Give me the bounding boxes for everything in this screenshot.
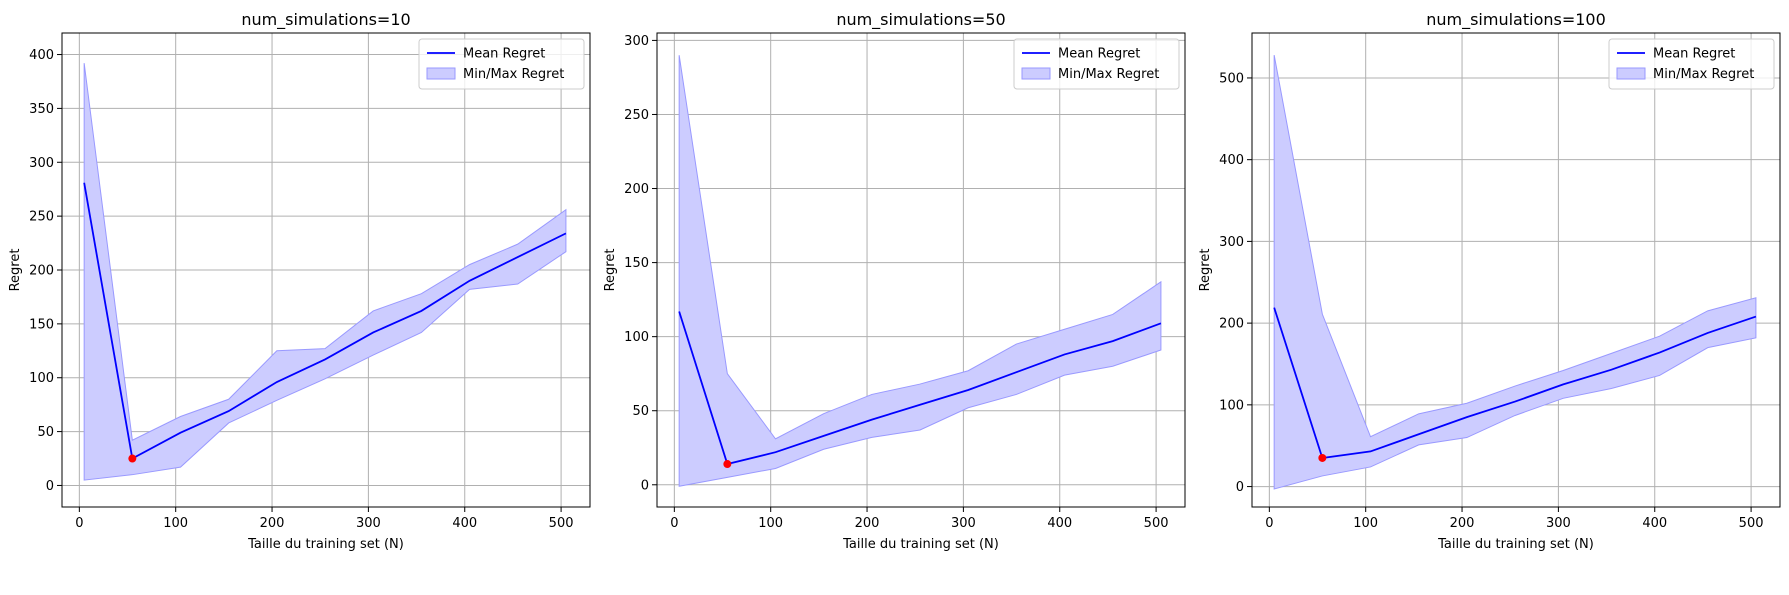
legend: Mean Regret Min/Max Regret <box>1609 39 1774 89</box>
y-tick-label: 400 <box>1219 153 1244 168</box>
chart-title: num_simulations=50 <box>836 10 1005 30</box>
x-tick-label: 200 <box>1450 516 1475 531</box>
mean-regret-line <box>84 183 566 459</box>
y-tick-label: 100 <box>624 330 649 345</box>
y-tick-label: 0 <box>641 478 649 493</box>
minmax-band <box>679 55 1161 486</box>
x-tick-label: 400 <box>1047 516 1072 531</box>
x-tick-label: 100 <box>758 516 783 531</box>
minmax-band <box>1274 55 1756 489</box>
y-tick-label: 100 <box>1219 398 1244 413</box>
min-regret-marker <box>128 455 136 463</box>
x-tick-label: 300 <box>951 516 976 531</box>
legend: Mean Regret Min/Max Regret <box>419 39 584 89</box>
y-tick-label: 300 <box>1219 235 1244 250</box>
legend-band-swatch <box>427 68 455 79</box>
x-tick-label: 0 <box>670 516 678 531</box>
x-tick-label: 100 <box>163 516 188 531</box>
x-tick-label: 400 <box>1642 516 1667 531</box>
y-tick-label: 100 <box>29 371 54 386</box>
min-regret-marker <box>723 460 731 468</box>
legend-label-minmax: Min/Max Regret <box>1058 67 1159 82</box>
y-tick-label: 200 <box>29 264 54 279</box>
y-tick-label: 50 <box>632 404 649 419</box>
minmax-band <box>84 63 566 480</box>
y-tick-label: 200 <box>1219 317 1244 332</box>
x-tick-label: 0 <box>1265 516 1273 531</box>
y-tick-label: 0 <box>1236 480 1244 495</box>
legend: Mean Regret Min/Max Regret <box>1014 39 1179 89</box>
x-tick-label: 400 <box>452 516 477 531</box>
x-tick-label: 0 <box>75 516 83 531</box>
y-tick-label: 500 <box>1219 71 1244 86</box>
chart-panel-3: 0 100 200 300 400 500 0 100 200 300 400 500 num_simu… <box>1198 10 1780 552</box>
x-axis-label: Taille du training set (N) <box>842 537 999 552</box>
legend-band-swatch <box>1022 68 1050 79</box>
min-regret-marker <box>1318 454 1326 462</box>
x-tick-label: 200 <box>260 516 285 531</box>
x-tick-label: 500 <box>1739 516 1764 531</box>
x-tick-label: 100 <box>1353 516 1378 531</box>
y-axis-label: Regret <box>1198 249 1213 292</box>
legend-label-mean: Mean Regret <box>463 47 545 62</box>
y-tick-label: 50 <box>37 425 54 440</box>
x-tick-label: 500 <box>549 516 574 531</box>
legend-label-minmax: Min/Max Regret <box>1653 67 1754 82</box>
y-axis-label: Regret <box>8 249 23 292</box>
x-axis-label: Taille du training set (N) <box>1437 537 1594 552</box>
y-tick-label: 250 <box>624 108 649 123</box>
legend-band-swatch <box>1617 68 1645 79</box>
y-tick-label: 200 <box>624 182 649 197</box>
x-tick-label: 200 <box>855 516 880 531</box>
legend-label-mean: Mean Regret <box>1653 47 1735 62</box>
y-axis-label: Regret <box>603 249 618 292</box>
y-tick-label: 350 <box>29 102 54 117</box>
y-tick-label: 250 <box>29 210 54 225</box>
y-tick-label: 150 <box>624 256 649 271</box>
y-tick-label: 150 <box>29 317 54 332</box>
x-axis-label: Taille du training set (N) <box>247 537 404 552</box>
legend-label-minmax: Min/Max Regret <box>463 67 564 82</box>
y-tick-label: 0 <box>46 479 54 494</box>
chart-title: num_simulations=100 <box>1426 10 1606 30</box>
y-tick-label: 400 <box>29 48 54 63</box>
y-tick-label: 300 <box>624 34 649 49</box>
legend-label-mean: Mean Regret <box>1058 47 1140 62</box>
y-tick-label: 300 <box>29 156 54 171</box>
chart-title: num_simulations=10 <box>241 10 410 30</box>
chart-panel-1: 0 100 200 300 400 500 0 50 100 150 200 250 300 350 400… <box>8 10 590 552</box>
x-tick-label: 300 <box>1546 516 1571 531</box>
chart-panel-2: 0 100 200 300 400 500 0 50 100 150 200 250 300 num_si… <box>603 10 1185 552</box>
x-tick-label: 500 <box>1144 516 1169 531</box>
x-tick-label: 300 <box>356 516 381 531</box>
